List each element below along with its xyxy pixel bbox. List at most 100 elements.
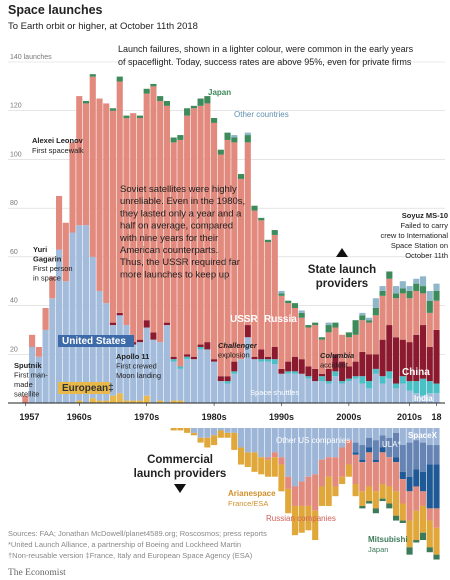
bar [224, 139, 231, 377]
bar [130, 344, 137, 401]
annotation: Launch failures, shown in a lighter colo… [118, 44, 414, 54]
bar [130, 400, 137, 403]
y-tick-label: 140 launches [10, 54, 52, 61]
bar [366, 322, 373, 355]
bar [278, 373, 285, 403]
x-tick-label: 1970s [134, 412, 159, 422]
bar [366, 320, 373, 323]
bar [204, 96, 211, 104]
bar [413, 469, 420, 487]
bar [211, 359, 218, 362]
bar [318, 339, 325, 374]
bar [339, 361, 346, 382]
annotation: satellite [14, 390, 39, 399]
annotation: made [14, 380, 33, 389]
bar [103, 400, 110, 403]
bar [177, 366, 184, 369]
bar [372, 459, 379, 463]
bar [305, 376, 312, 379]
bar [197, 349, 204, 403]
series-label: China [402, 367, 430, 378]
bar [406, 428, 413, 443]
bar [204, 428, 211, 438]
bar [413, 540, 420, 543]
bar [339, 381, 346, 384]
bar [211, 361, 218, 403]
footnote: †Non-reusable version ‡France, Italy and… [8, 551, 253, 560]
bar [433, 393, 440, 403]
bar [352, 428, 359, 443]
bar [372, 440, 379, 460]
bar [271, 359, 278, 365]
bar [170, 142, 177, 357]
bar [379, 452, 386, 485]
bar [116, 315, 123, 394]
bar [366, 452, 373, 487]
bar [170, 356, 177, 360]
bar [224, 376, 231, 382]
bar [318, 428, 325, 460]
bar [244, 142, 251, 326]
x-tick-label: 1990s [269, 412, 294, 422]
bar [184, 115, 191, 355]
bar [433, 445, 440, 465]
commercial-title: Commercial [147, 454, 213, 466]
series-label: India [414, 394, 433, 403]
annotation: Space shuttles [250, 388, 299, 397]
bar [352, 452, 359, 455]
bar [204, 437, 211, 448]
bar [76, 400, 83, 403]
bar [339, 476, 346, 485]
bar [285, 361, 292, 372]
bar [332, 327, 339, 355]
bar [89, 76, 96, 257]
bar [231, 135, 238, 138]
bar [386, 325, 393, 372]
bar [285, 371, 292, 374]
bar [372, 508, 379, 514]
bar [184, 356, 191, 360]
bar [224, 432, 231, 438]
bar [332, 322, 339, 328]
bar [184, 359, 191, 403]
bar [399, 471, 406, 480]
bar [393, 428, 400, 433]
bar [345, 337, 352, 367]
chart-title: Space launches [8, 3, 103, 17]
bar [352, 376, 359, 379]
bar [426, 290, 433, 301]
bar [325, 322, 332, 326]
bar [82, 225, 90, 403]
bar [291, 308, 299, 357]
bar [29, 346, 36, 403]
bar [433, 428, 440, 446]
annotation: Sputnik [14, 361, 42, 370]
bar [251, 452, 258, 472]
annotation: American counterparts. [120, 245, 218, 256]
bar [251, 205, 258, 211]
bar [224, 132, 231, 140]
bar [413, 393, 420, 403]
bar [258, 457, 265, 475]
annotation: State launch [308, 264, 376, 276]
bar [157, 96, 164, 101]
bar [345, 440, 352, 465]
bar [345, 381, 352, 403]
series-label: Other countries [234, 110, 289, 119]
bar [339, 447, 346, 477]
bar [345, 378, 352, 382]
y-tick-label: 60 [10, 249, 18, 256]
bar [291, 356, 299, 372]
bar [406, 547, 413, 555]
bar [237, 359, 245, 403]
bar [231, 142, 238, 362]
bar [177, 139, 184, 367]
bar [426, 520, 433, 548]
bar [170, 361, 177, 401]
bar [298, 310, 305, 313]
annotation: accident [320, 361, 349, 370]
bar [406, 381, 413, 391]
bar [197, 346, 204, 350]
bar [359, 376, 366, 384]
bar [379, 339, 386, 377]
